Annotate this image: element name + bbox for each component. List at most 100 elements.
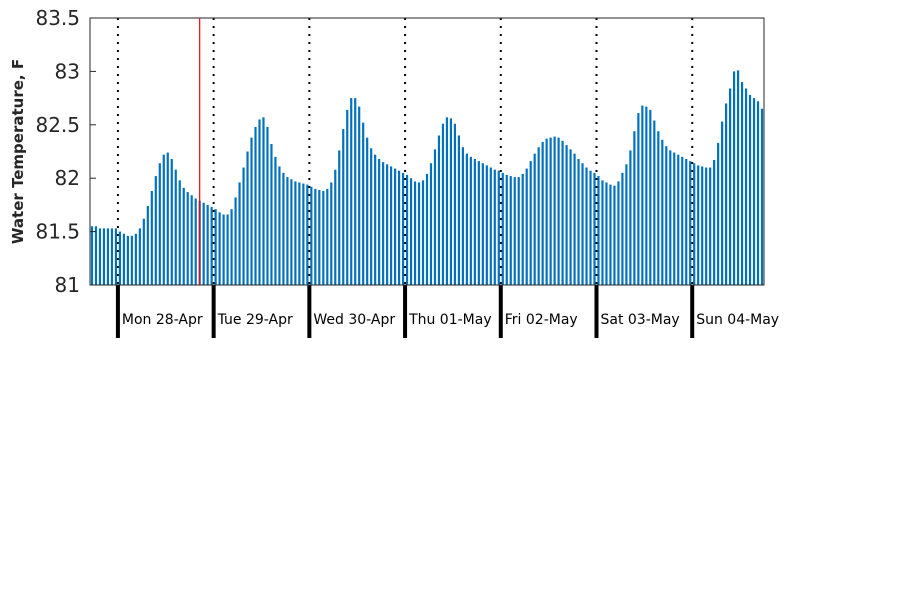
bar: [705, 167, 708, 285]
bar: [294, 181, 297, 285]
y-tick-label: 82.5: [35, 113, 80, 137]
bar: [154, 176, 157, 285]
bar: [453, 123, 457, 285]
bar: [557, 137, 560, 285]
bar: [142, 218, 145, 285]
bar: [210, 207, 213, 285]
y-axis-label: Water Temperature, F: [9, 59, 27, 244]
bar: [601, 180, 604, 285]
bar: [721, 121, 724, 285]
day-label: Tue 29-Apr: [217, 312, 293, 328]
bar: [318, 189, 321, 285]
day-dividers: [115, 18, 695, 338]
bar: [693, 163, 696, 285]
bar: [517, 177, 520, 285]
bar: [338, 150, 341, 285]
bar: [593, 172, 596, 285]
bar: [509, 176, 512, 285]
bar: [354, 98, 357, 285]
bar: [729, 88, 732, 286]
bar: [378, 158, 381, 285]
bar: [286, 177, 289, 285]
bar: [230, 209, 233, 285]
bar: [346, 109, 349, 285]
bar: [657, 131, 660, 285]
bar: [114, 228, 118, 285]
bar: [665, 146, 668, 285]
bar: [561, 140, 564, 285]
bar: [713, 160, 716, 285]
bar: [150, 191, 153, 285]
bar: [386, 164, 389, 285]
bar-series: [90, 70, 764, 286]
bar: [625, 164, 628, 285]
bar: [701, 166, 704, 285]
bar: [533, 153, 536, 285]
bar: [314, 188, 317, 285]
bar: [473, 158, 476, 285]
bar: [445, 117, 449, 285]
bar: [130, 235, 133, 285]
bar: [186, 192, 189, 285]
bar: [390, 166, 393, 285]
plot-frame: [89, 17, 765, 286]
bar: [401, 172, 405, 285]
bar: [681, 156, 684, 285]
bar: [174, 169, 177, 285]
bar: [489, 167, 492, 285]
bar: [405, 175, 409, 285]
bar: [589, 170, 592, 285]
bar: [577, 158, 580, 285]
bar: [394, 168, 397, 285]
bar: [740, 82, 744, 285]
bar: [194, 198, 197, 285]
bar: [278, 166, 281, 285]
y-tick-label: 83.5: [35, 6, 80, 30]
bar: [717, 142, 720, 285]
bar: [425, 173, 429, 285]
bar: [310, 186, 313, 285]
bar: [649, 109, 652, 285]
day-label: Thu 01-May: [408, 312, 492, 328]
bar: [641, 105, 644, 285]
bar: [242, 167, 245, 285]
bar: [461, 147, 464, 285]
bar: [366, 137, 369, 285]
bar: [661, 139, 664, 285]
bar: [569, 149, 572, 285]
bar: [605, 182, 608, 285]
bar: [645, 106, 648, 285]
bar: [274, 156, 277, 285]
bar: [521, 173, 524, 285]
bar: [505, 175, 508, 285]
bar: [621, 172, 624, 285]
bar: [736, 70, 740, 285]
bar: [617, 181, 620, 285]
bar: [106, 228, 110, 285]
bar: [573, 153, 576, 285]
bar: [609, 184, 612, 285]
bar: [178, 180, 181, 285]
bar: [485, 165, 488, 285]
day-label: Mon 28-Apr: [122, 312, 203, 328]
bar: [497, 170, 500, 285]
bar: [90, 226, 94, 285]
bar: [469, 156, 472, 285]
bar: [397, 170, 401, 285]
bar: [748, 94, 752, 286]
bar: [226, 214, 229, 285]
bar: [493, 169, 496, 285]
bar: [222, 214, 225, 285]
bar: [553, 136, 556, 285]
bar: [541, 141, 544, 285]
bar: [437, 135, 441, 285]
bar: [202, 202, 205, 285]
bar: [481, 163, 484, 285]
bar: [756, 101, 760, 285]
bar: [565, 145, 568, 285]
bar: [334, 169, 337, 285]
bar: [98, 228, 102, 285]
bar: [477, 161, 480, 285]
bar: [725, 103, 728, 285]
